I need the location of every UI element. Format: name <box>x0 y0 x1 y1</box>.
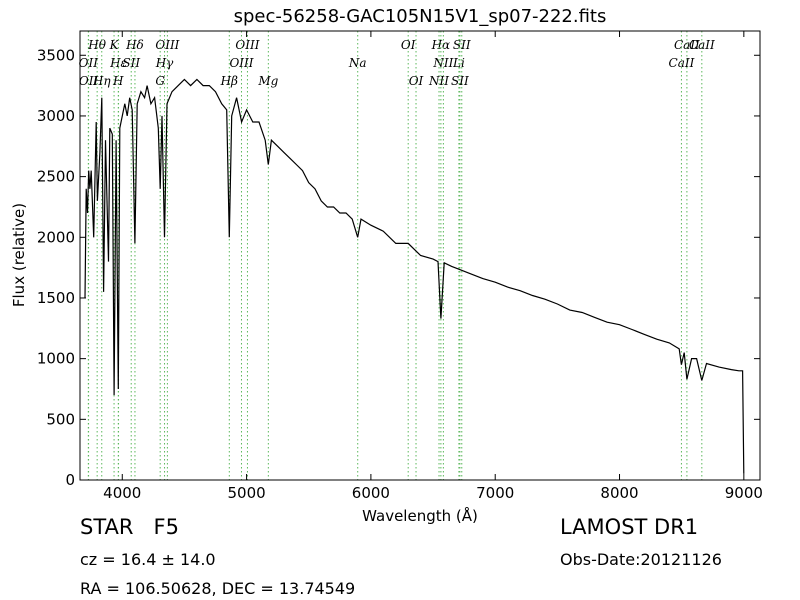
spectral-line-label: Hθ <box>87 38 106 52</box>
spectral-line-label: Hγ <box>155 56 174 70</box>
spectral-line-label: SII <box>451 74 469 88</box>
y-tick-label: 3500 <box>37 46 75 64</box>
y-tick-label: 2000 <box>37 228 75 246</box>
spectral-line-label: OIII <box>235 38 259 52</box>
spectral-line-label: OI <box>409 74 424 88</box>
y-tick-label: 0 <box>65 471 75 489</box>
x-tick-label: 8000 <box>600 484 638 502</box>
spectral-line-label: H <box>112 74 124 88</box>
spectral-line-label: Hβ <box>220 74 238 88</box>
plot-frame <box>79 30 761 481</box>
spectral-line-label: NII <box>432 56 453 70</box>
x-tick-label: 5000 <box>227 484 265 502</box>
spectral-line-label: Na <box>348 56 367 70</box>
spectral-line-label: OI <box>401 38 416 52</box>
spectral-line-label: OIII <box>155 38 179 52</box>
spectrum <box>84 78 745 474</box>
object-class: STAR F5 <box>80 515 179 539</box>
spectral-line-label: K <box>109 38 120 52</box>
x-tick-label: 6000 <box>352 484 390 502</box>
y-tick-label: 500 <box>46 410 75 428</box>
spectral-line-label: G <box>155 74 165 88</box>
redshift: cz = 16.4 ± 14.0 <box>80 550 216 569</box>
x-tick-label: 4000 <box>103 484 141 502</box>
spectral-line-label: OIII <box>229 56 253 70</box>
x-axis-label: Wavelength (Å) <box>362 506 478 525</box>
y-tick-label: 2500 <box>37 168 75 186</box>
spectral-line-label: NII <box>428 74 449 88</box>
spectral-line-label: Hη <box>92 74 111 88</box>
spectral-line-label: Mg <box>257 74 278 88</box>
y-axis-label: Flux (relative) <box>10 203 28 307</box>
x-tick-label: 7000 <box>476 484 514 502</box>
spectral-line-label: SII <box>122 56 140 70</box>
obs-date: Obs-Date:20121126 <box>560 550 722 569</box>
coordinates: RA = 106.50628, DEC = 13.74549 <box>80 579 355 598</box>
spectral-line-label: Hα <box>431 38 451 52</box>
y-tick-label: 1500 <box>37 289 75 307</box>
y-tick-label: 3000 <box>37 107 75 125</box>
spectral-line-label: Hδ <box>125 38 144 52</box>
spectral-line-label: SII <box>453 38 471 52</box>
x-tick-label: 9000 <box>725 484 763 502</box>
chart-title: spec-56258-GAC105N15V1_sp07-222.fits <box>234 6 607 27</box>
survey: LAMOST DR1 <box>560 515 698 539</box>
spectral-line-label: Li <box>452 56 465 70</box>
spectral-line-label: CaII <box>674 38 700 52</box>
spectral-line-label: CaII <box>669 56 695 70</box>
spectral-line-label: CaII <box>689 38 715 52</box>
y-tick-label: 1000 <box>37 350 75 368</box>
spectral-line-label: OII <box>79 74 99 88</box>
